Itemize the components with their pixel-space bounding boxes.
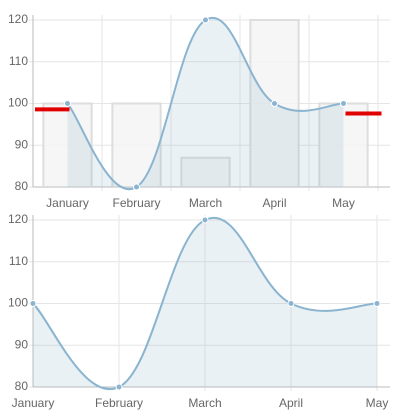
- bar: [111, 102, 162, 188]
- line: [66, 16, 344, 191]
- point: [201, 216, 209, 224]
- point: [202, 16, 209, 24]
- point: [373, 300, 381, 307]
- bar: [42, 102, 93, 188]
- x-tick-label: March: [189, 196, 222, 210]
- y-tick-label: 90: [15, 337, 29, 351]
- y-tick-label: 80: [15, 179, 29, 193]
- y-tick-label: 110: [9, 254, 28, 268]
- y-tick-label: 120: [8, 212, 28, 226]
- bar: [318, 102, 369, 188]
- y-tick-label: 90: [15, 137, 29, 151]
- y-tick-label: 100: [8, 96, 28, 110]
- x-tick-label: May: [332, 196, 355, 210]
- x-tick-label: January: [12, 396, 55, 410]
- x-tick-label: January: [46, 196, 89, 210]
- y-tick-label: 80: [15, 379, 29, 393]
- point: [115, 383, 123, 391]
- x-tick-label: February: [95, 396, 143, 410]
- x-tick-label: March: [188, 396, 221, 410]
- x-tick-label: April: [262, 196, 286, 210]
- x-tick-label: May: [366, 396, 389, 410]
- point: [287, 300, 295, 307]
- line: [32, 216, 378, 391]
- y-tick-label: 120: [8, 12, 28, 26]
- x-tick-label: April: [279, 396, 303, 410]
- y-tick-label: 110: [9, 54, 28, 68]
- y-tick-label: 100: [8, 296, 28, 310]
- point: [64, 100, 71, 107]
- point: [340, 100, 347, 107]
- line-area: [67, 17, 344, 190]
- point: [271, 100, 278, 107]
- bar: [180, 156, 231, 188]
- point: [133, 183, 140, 191]
- x-tick-label: February: [112, 196, 160, 210]
- point: [29, 300, 37, 307]
- line-area: [33, 217, 377, 390]
